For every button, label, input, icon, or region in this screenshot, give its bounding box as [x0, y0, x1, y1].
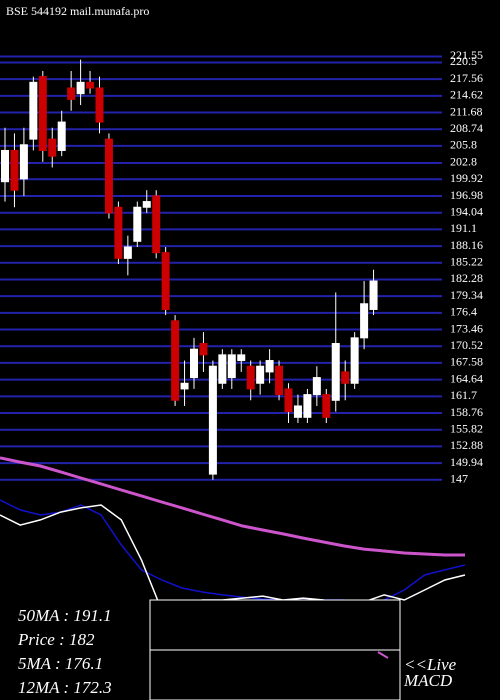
y-tick-label: 161.7 [450, 388, 477, 402]
candles [1, 59, 378, 480]
macd-label: MACD [403, 671, 453, 690]
stat-label: 5MA : 176.1 [18, 654, 103, 673]
indicator-line [0, 499, 466, 606]
candle-body [256, 365, 265, 384]
candle-body [265, 360, 274, 373]
y-tick-label: 158.76 [450, 405, 483, 419]
y-tick-label: 164.64 [450, 371, 483, 385]
y-tick-label: 191.1 [450, 221, 477, 235]
indicator-line [0, 504, 466, 642]
y-tick-label: 214.62 [450, 88, 483, 102]
candle-body [227, 354, 236, 379]
candle-body [152, 195, 161, 254]
candle-body [360, 303, 369, 339]
y-tick-label: 188.16 [450, 238, 483, 252]
y-tick-label: 196.98 [450, 188, 483, 202]
y-tick-label: 176.4 [450, 305, 477, 319]
candle-body [341, 371, 350, 384]
y-tick-label: 179.34 [450, 288, 483, 302]
y-tick-label: 185.22 [450, 255, 483, 269]
y-tick-label: 202.8 [450, 155, 477, 169]
candle-body [86, 81, 95, 89]
y-tick-label: 147 [450, 472, 468, 486]
candle-body [180, 382, 189, 390]
y-tick-label: 173.46 [450, 321, 483, 335]
y-tick-label: 217.56 [450, 71, 483, 85]
candle-body [331, 343, 340, 401]
candle-body [369, 280, 378, 310]
candle-body [199, 343, 208, 356]
y-tick-label: 199.92 [450, 171, 483, 185]
y-tick-label: 220.5 [450, 54, 477, 68]
y-tick-label: 208.74 [450, 121, 483, 135]
candle-body [114, 206, 123, 259]
stat-label: 12MA : 172.3 [18, 678, 112, 697]
candle-body [161, 252, 170, 310]
candle-body [350, 337, 359, 384]
chart-title: BSE 544192 mail.munafa.pro [6, 4, 149, 18]
indicators [0, 456, 466, 642]
candle-body [218, 354, 227, 384]
y-tick-label: 182.28 [450, 271, 483, 285]
macd-label: <<Live [404, 655, 457, 674]
y-tick-label: 205.8 [450, 138, 477, 152]
stat-label: 50MA : 191.1 [18, 606, 112, 625]
y-tick-label: 152.88 [450, 438, 483, 452]
candle-body [142, 201, 151, 208]
candle-body [57, 121, 66, 151]
candle-body [104, 138, 113, 214]
y-tick-label: 194.04 [450, 204, 483, 218]
macd-panel [149, 599, 401, 700]
candle-body [95, 87, 104, 123]
candle-body [123, 246, 132, 259]
candle-body [1, 149, 9, 183]
candle-body [312, 377, 321, 396]
candle-body [10, 149, 19, 191]
candle-body [76, 81, 85, 95]
y-tick-label: 167.58 [450, 355, 483, 369]
candle-body [190, 348, 198, 379]
candle-body [67, 87, 76, 100]
y-tick-label: 170.52 [450, 338, 483, 352]
candle-body [293, 405, 302, 418]
y-tick-label: 149.94 [450, 455, 483, 469]
candle-body [322, 394, 331, 418]
annotations: 50MA : 191.1 Price : 182 5MA : 176.1 12MA :… [17, 606, 112, 697]
y-tick-label: 155.82 [450, 421, 483, 435]
candle-body [29, 81, 38, 140]
stat-label: Price : 182 [17, 630, 95, 649]
candle-body [237, 354, 246, 362]
indicator-line [0, 456, 465, 557]
macd-line [377, 651, 389, 659]
candle-body [19, 144, 28, 180]
candle-body [284, 388, 293, 413]
candle-body [48, 138, 57, 157]
candle-body [303, 394, 312, 418]
y-tick-label: 221.55 [450, 48, 483, 62]
candle-body [38, 76, 47, 151]
candle-body [246, 365, 255, 390]
candle-body [208, 365, 217, 475]
candle-body [133, 206, 142, 242]
y-tick-label: 211.68 [450, 104, 483, 118]
candle-body [275, 365, 284, 396]
candle-body [171, 320, 180, 401]
